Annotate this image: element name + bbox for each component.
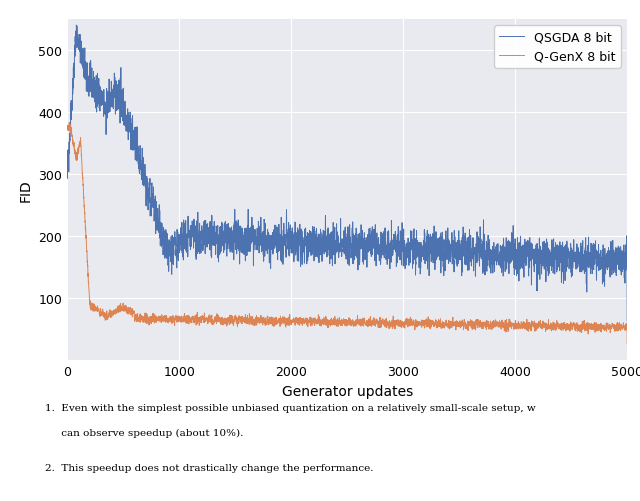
Q-GenX 8 bit (568, 326, 576, 332)
Line: Q-GenX 8 bit: Q-GenX 8 bit (67, 123, 627, 344)
Text: 2.  This speedup does not drastically change the performance.: 2. This speedup does not drastically cha… (45, 463, 373, 472)
Text: 1.  Even with the simplest possible unbiased quantization on a relatively small-: 1. Even with the simplest possible unbia… (45, 403, 536, 412)
QSGDA 8 bit (623, 318, 631, 324)
QSGDA 8 bit (587, 263, 595, 269)
QSGDA 8 bit (568, 273, 576, 279)
Q-GenX 8 bit (173, 317, 181, 323)
Q-GenX 8 bit (451, 322, 458, 328)
Q-GenX 8 bit (583, 321, 591, 327)
X-axis label: Generator updates: Generator updates (282, 384, 413, 398)
Q-GenX 8 bit (65, 120, 73, 126)
Legend: QSGDA 8 bit, Q-GenX 8 bit: QSGDA 8 bit, Q-GenX 8 bit (495, 26, 621, 69)
Q-GenX 8 bit (587, 322, 595, 328)
QSGDA 8 bit (334, 238, 342, 244)
Text: can observe speedup (about 10%).: can observe speedup (about 10%). (45, 428, 243, 437)
QSGDA 8 bit (583, 290, 591, 296)
Q-GenX 8 bit (63, 127, 71, 133)
QSGDA 8 bit (173, 234, 181, 240)
Q-GenX 8 bit (334, 320, 342, 326)
QSGDA 8 bit (72, 23, 80, 29)
QSGDA 8 bit (63, 169, 71, 175)
Y-axis label: FID: FID (19, 179, 33, 202)
QSGDA 8 bit (451, 248, 458, 255)
Line: QSGDA 8 bit: QSGDA 8 bit (67, 26, 627, 321)
Q-GenX 8 bit (623, 341, 631, 347)
